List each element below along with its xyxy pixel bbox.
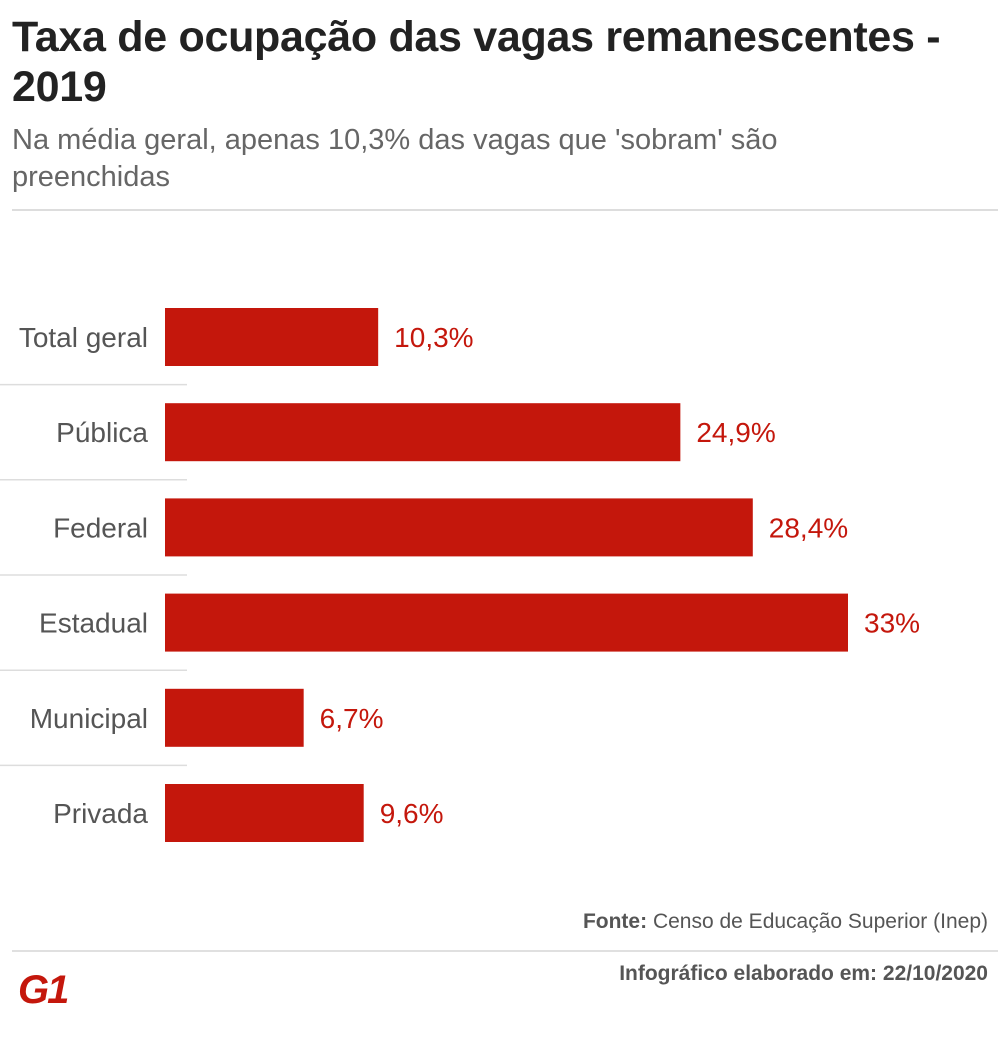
- category-label: Privada: [53, 798, 148, 829]
- footer-divider: [12, 950, 998, 952]
- header-divider: [12, 209, 998, 211]
- bar: [165, 784, 364, 842]
- category-label: Pública: [56, 417, 148, 448]
- chart-title: Taxa de ocupação das vagas remanescentes…: [12, 13, 941, 111]
- value-label: 9,6%: [380, 798, 444, 829]
- chart-subtitle: Na média geral, apenas 10,3% das vagas q…: [12, 124, 778, 193]
- bar-chart: Total geral 10,3% Pública 24,9% Federal 28,4%…: [0, 308, 920, 842]
- g1-logo: G1: [18, 968, 70, 1008]
- bar: [165, 593, 848, 652]
- category-label: Federal: [53, 512, 148, 543]
- category-label: Municipal: [30, 703, 148, 734]
- value-label: 33%: [864, 608, 920, 639]
- value-label: 6,7%: [320, 703, 384, 734]
- svg-text:G1: G1: [18, 968, 68, 1008]
- value-label: 28,4%: [769, 512, 848, 543]
- bar: [165, 403, 681, 462]
- infographic-date: Infográfico elaborado em: 22/10/2020: [619, 962, 988, 985]
- category-label: Estadual: [39, 608, 148, 639]
- value-label: 24,9%: [696, 417, 775, 448]
- source-label: Fonte:: [582, 910, 648, 933]
- bar: [165, 498, 753, 557]
- value-label: 10,3%: [394, 322, 473, 353]
- bar: [165, 308, 379, 366]
- bar: [165, 688, 304, 747]
- source-text: Censo de Educação Superior (Inep): [652, 910, 988, 933]
- source-note: Fonte: Censo de Educação Superior (Inep): [583, 910, 988, 934]
- category-label: Total geral: [19, 322, 148, 353]
